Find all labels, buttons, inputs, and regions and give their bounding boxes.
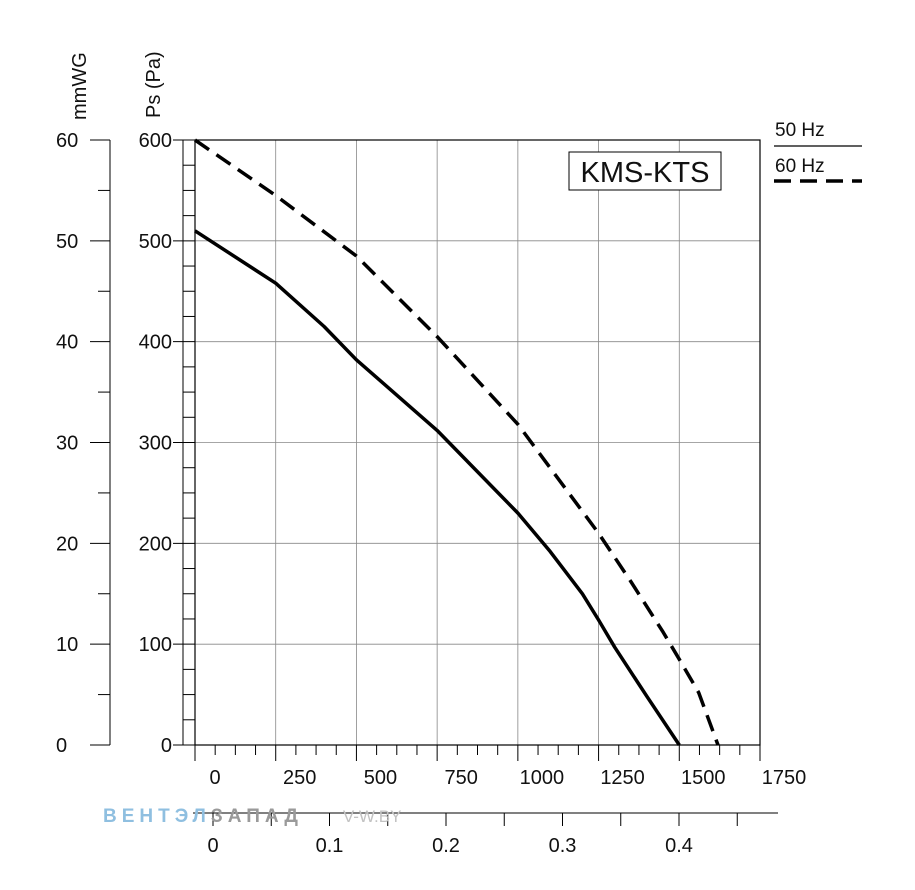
- pressure-tick-label: 400: [139, 332, 172, 354]
- watermark: ВЕНТЭЛЗАПАД V-W.BY: [103, 806, 401, 827]
- mmwg-tick-label: 20: [56, 533, 78, 555]
- mmwg-tick-label: 60: [56, 130, 78, 152]
- mmwg-tick-label: 50: [56, 231, 78, 253]
- airflow-tick-label: 1500: [681, 767, 726, 789]
- pressure-tick-label: 200: [139, 533, 172, 555]
- watermark-part-3: V-W.BY: [343, 807, 402, 826]
- airflow-secondary-tick-label: 0: [207, 835, 218, 857]
- pressure-tick-label: 500: [139, 231, 172, 253]
- legend-label-60hz: 60 Hz: [775, 156, 825, 177]
- pressure-tick-label: 100: [139, 634, 172, 656]
- chart-grid: [195, 140, 760, 745]
- airflow-tick-label: 1250: [600, 767, 645, 789]
- watermark-part-2: ЗАПАД: [211, 806, 303, 827]
- airflow-tick-label: 250: [283, 767, 316, 789]
- pressure-tick-label: 0: [161, 735, 172, 757]
- airflow-tick-label: 1000: [520, 767, 565, 789]
- chart-title: KMS-KTS: [581, 157, 710, 189]
- watermark-part-1: ВЕНТЭЛ: [103, 806, 211, 827]
- pressure-tick-label: 600: [139, 130, 172, 152]
- airflow-secondary-tick-label: 0.2: [432, 835, 460, 857]
- airflow-tick-label: 0: [209, 767, 220, 789]
- airflow-tick-label: 1750: [762, 767, 807, 789]
- pressure-tick-label: 300: [139, 433, 172, 455]
- mmwg-tick-label: 10: [56, 634, 78, 656]
- pressure-axis: 0 100 200 300 400 500 600: [139, 130, 195, 757]
- airflow-axis: 0 250 500 750 1000 1250 1500 1750: [194, 745, 807, 789]
- airflow-secondary-axis: 0 0.1 0.2 0.3 0.4: [193, 812, 778, 857]
- series-layer: [194, 138, 720, 746]
- model-label-box: [568, 151, 722, 191]
- legend-label-50hz: 50 Hz: [775, 120, 825, 141]
- mmwg-tick-label: 40: [56, 332, 78, 354]
- mmwg-tick-label: 0: [56, 735, 67, 757]
- mmwg-axis-label: mmWG: [69, 52, 91, 120]
- mmwg-axis: 0 10 20 30 40 50 60: [56, 130, 111, 757]
- mmwg-tick-label: 30: [56, 433, 78, 455]
- airflow-tick-label: 750: [444, 767, 477, 789]
- series-line-60hz: [194, 138, 720, 746]
- legend: 50 Hz 60 Hz: [774, 120, 862, 183]
- pressure-axis-label: Ps (Pa): [143, 51, 165, 118]
- airflow-secondary-tick-label: 0.1: [316, 835, 344, 857]
- airflow-secondary-tick-label: 0.3: [549, 835, 577, 857]
- series-line-50hz: [194, 229, 681, 746]
- airflow-secondary-tick-label: 0.4: [665, 835, 693, 857]
- airflow-tick-label: 500: [364, 767, 397, 789]
